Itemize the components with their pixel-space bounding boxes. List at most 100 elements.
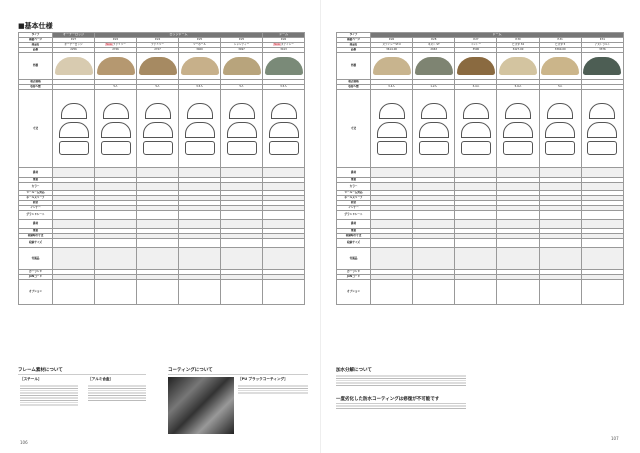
- coating-photo: [168, 377, 234, 434]
- product-name[interactable]: ステイシーST-II: [382, 43, 401, 47]
- product-name[interactable]: イントー: [470, 43, 482, 47]
- tent-image: [456, 57, 495, 75]
- tent-image: [499, 57, 538, 75]
- spec-cell: [454, 89, 498, 168]
- spec-cell: [52, 279, 95, 305]
- table-row: 重量: [336, 177, 625, 183]
- spec-cell: [52, 167, 95, 178]
- front-dimension-diagram: [545, 121, 576, 138]
- capacity: 3-5人: [280, 85, 287, 89]
- spec-cell: [538, 52, 582, 80]
- tent-image: [541, 57, 580, 75]
- floor-dimension-diagram: [58, 140, 89, 155]
- spec-cell: [538, 210, 582, 220]
- spec-cell: [580, 89, 625, 168]
- side-dimension-diagram: [547, 102, 574, 119]
- front-dimension-diagram: [587, 121, 618, 138]
- spec-cell: [580, 182, 625, 191]
- table-row: 収納時の寸法: [336, 233, 625, 239]
- spec-cell: [580, 167, 625, 178]
- spec-cell: [496, 182, 540, 191]
- table-row: 寸法: [18, 89, 305, 168]
- tent-image: [372, 57, 411, 75]
- spec-table-left: タイプ オーナーロッジ ロッジドーム ドーム 掲載ページ P.27 P.22 P.24 P.25…: [18, 32, 305, 305]
- table-row: 収納サイズ: [336, 238, 625, 248]
- table-row: カラー: [18, 182, 305, 191]
- page-ref: P.26: [388, 38, 395, 42]
- floor-dimension-diagram: [142, 140, 173, 155]
- side-dimension-diagram: [228, 102, 255, 119]
- spec-cell: [580, 247, 625, 270]
- spec-cell: [52, 89, 95, 168]
- capacity: 5人: [113, 85, 118, 89]
- spec-cell: [178, 167, 221, 178]
- spec-cell: [220, 89, 263, 168]
- product-code: 3400: [196, 48, 203, 52]
- table-row: 重量: [18, 177, 305, 183]
- spec-cell: [262, 167, 305, 178]
- spec-cell: [136, 182, 179, 191]
- spec-cell: [262, 182, 305, 191]
- spec-cell: [136, 210, 179, 220]
- tent-image: [54, 57, 93, 75]
- product-code: 2727: [154, 48, 161, 52]
- product-code: 3497: [238, 48, 245, 52]
- spec-cell: [580, 52, 625, 80]
- spec-cell: [94, 89, 137, 168]
- spec-cell: [94, 219, 137, 229]
- product-name[interactable]: ピスタ 34: [512, 43, 524, 47]
- row-label: 寸法: [336, 89, 371, 168]
- spec-cell: [496, 210, 540, 220]
- spec-table-right: タイプ ドーム 掲載ページ P.26 P.28 P.27 P.30 P.31 P.31 商品名 ステ…: [336, 32, 625, 305]
- side-dimension-diagram: [505, 102, 532, 119]
- aluminum-heading: ［アルミ合金］: [88, 377, 114, 381]
- product-name[interactable]: ツーポール: [193, 43, 206, 47]
- spec-cell: [220, 238, 263, 248]
- new-badge: New: [105, 43, 113, 47]
- product-code: 3413: [280, 48, 287, 52]
- product-name[interactable]: ファミリー: [112, 43, 126, 47]
- product-name[interactable]: アストラルト: [594, 43, 611, 47]
- tent-image: [414, 57, 453, 75]
- spec-cell: [412, 52, 456, 80]
- row-label: オプション: [18, 279, 53, 305]
- spec-cell: [52, 210, 95, 220]
- product-name[interactable]: オーナーロッジ: [64, 43, 83, 47]
- product-name[interactable]: ピスタ 5: [555, 43, 566, 47]
- spec-cell: [94, 52, 137, 80]
- table-row: 品番 3614-00 2663 3590 3427-00 3360-00 3376: [336, 47, 625, 53]
- spec-cell: [94, 167, 137, 178]
- spec-cell: [538, 167, 582, 178]
- row-label: 付属品: [18, 247, 53, 270]
- floor-dimension-diagram: [376, 140, 407, 155]
- page-ref: P.31: [557, 38, 563, 42]
- spec-cell: [538, 279, 582, 305]
- product-name[interactable]: ネスト ST: [427, 43, 440, 47]
- spec-cell: [262, 219, 305, 229]
- front-dimension-diagram: [184, 121, 215, 138]
- table-row: オプション: [18, 279, 305, 305]
- row-label: 素材: [18, 167, 53, 178]
- row-label: 素材: [336, 219, 371, 229]
- side-dimension-diagram: [60, 102, 87, 119]
- spec-cell: [94, 238, 137, 248]
- product-name[interactable]: シャンティー: [233, 43, 250, 47]
- product-name[interactable]: ファミリー: [151, 43, 164, 47]
- spec-cell: [220, 247, 263, 270]
- spec-cell: [412, 247, 456, 270]
- spec-cell: [496, 238, 540, 248]
- spec-cell: [454, 167, 498, 178]
- row-label: カラー: [18, 182, 53, 191]
- spec-cell: [178, 89, 221, 168]
- tent-image: [96, 57, 135, 75]
- tent-image: [583, 57, 622, 75]
- spec-cell: [538, 219, 582, 229]
- product-name[interactable]: ステイシー: [280, 43, 294, 47]
- front-dimension-diagram: [142, 121, 173, 138]
- floor-dimension-diagram: [100, 140, 131, 155]
- spec-cell: [136, 238, 179, 248]
- spec-cell: [496, 247, 540, 270]
- spec-cell: [538, 182, 582, 191]
- spec-cell: [178, 247, 221, 270]
- side-dimension-diagram: [102, 102, 129, 119]
